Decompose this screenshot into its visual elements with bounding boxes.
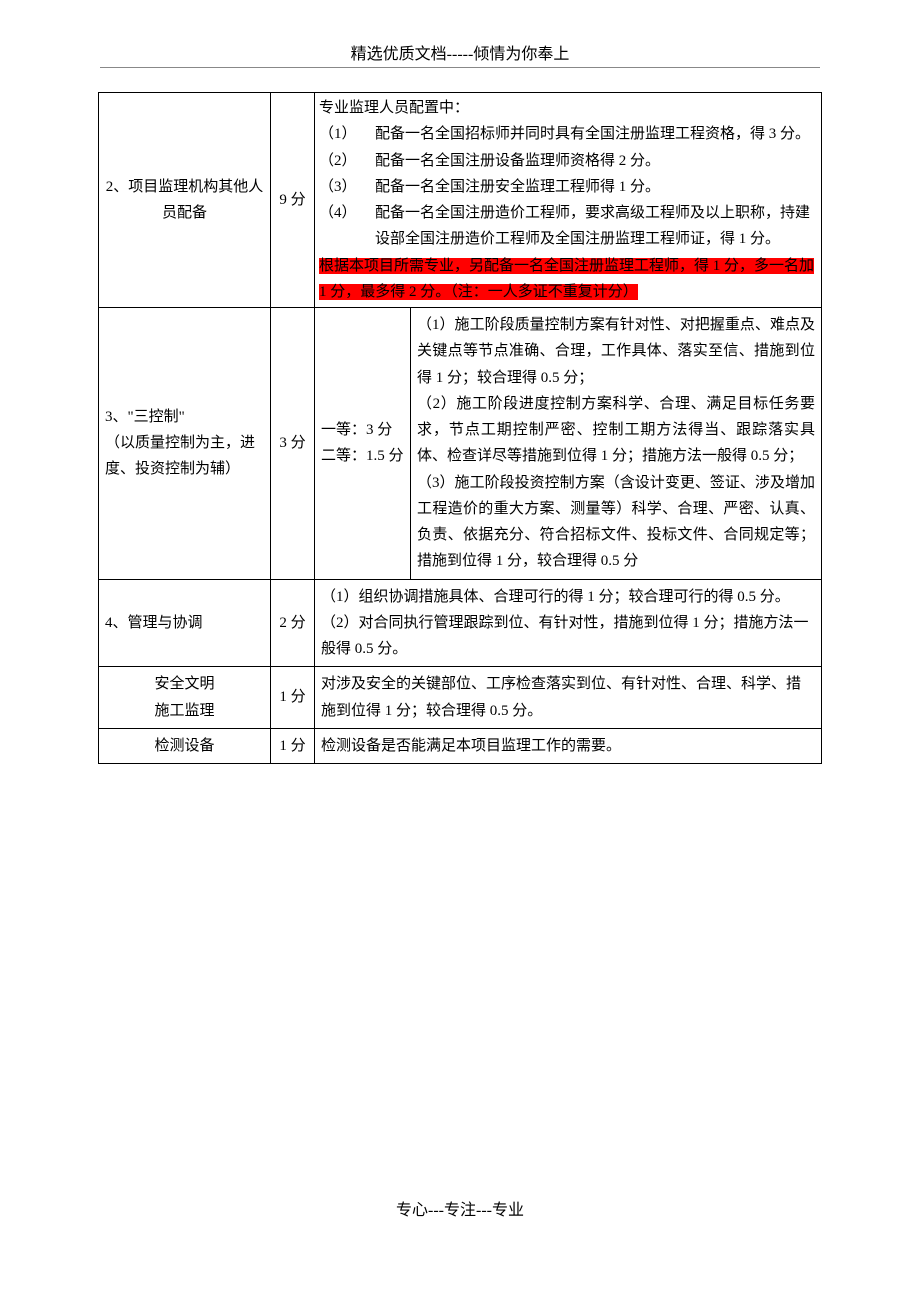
row3-desc: （1）施工阶段质量控制方案有针对性、对把握重点、难点及关键点等节点准确、合理，工… xyxy=(411,308,822,580)
row3-score: 3 分 xyxy=(271,308,315,580)
row5-label: 安全文明 施工监理 xyxy=(99,667,271,729)
row3-grade: 一等：3 分 二等：1.5 分 xyxy=(315,308,411,580)
row2-label: 2、项目监理机构其他人员配备 xyxy=(99,93,271,308)
row6-label: 检测设备 xyxy=(99,728,271,763)
row4-score: 2 分 xyxy=(271,579,315,667)
row5-score: 1 分 xyxy=(271,667,315,729)
list-text: 配备一名全国注册设备监理师资格得 2 分。 xyxy=(375,148,817,174)
list-text: 配备一名全国注册造价工程师，要求高级工程师及以上职称，持建设部全国注册造价工程师… xyxy=(375,200,817,253)
row6-score: 1 分 xyxy=(271,728,315,763)
row6-desc: 检测设备是否能满足本项目监理工作的需要。 xyxy=(315,728,822,763)
list-text: 配备一名全国招标师并同时具有全国注册监理工程资格，得 3 分。 xyxy=(375,121,817,147)
table-row: 4、管理与协调 2 分 （1）组织协调措施具体、合理可行的得 1 分；较合理可行… xyxy=(99,579,822,667)
list-text: 配备一名全国注册安全监理工程师得 1 分。 xyxy=(375,174,817,200)
list-item: （3） 配备一名全国注册安全监理工程师得 1 分。 xyxy=(319,174,817,200)
row2-list: （1） 配备一名全国招标师并同时具有全国注册监理工程资格，得 3 分。 （2） … xyxy=(319,121,817,252)
list-num: （4） xyxy=(319,200,375,253)
row2-score: 9 分 xyxy=(271,93,315,308)
list-num: （2） xyxy=(319,148,375,174)
table-row: 3、"三控制" （以质量控制为主，进度、投资控制为辅） 3 分 一等：3 分 二… xyxy=(99,308,822,580)
table-row: 安全文明 施工监理 1 分 对涉及安全的关键部位、工序检查落实到位、有针对性、合… xyxy=(99,667,822,729)
table-row: 2、项目监理机构其他人员配备 9 分 专业监理人员配置中： （1） 配备一名全国… xyxy=(99,93,822,308)
row4-label: 4、管理与协调 xyxy=(99,579,271,667)
row4-desc: （1）组织协调措施具体、合理可行的得 1 分；较合理可行的得 0.5 分。 （2… xyxy=(315,579,822,667)
row5-desc: 对涉及安全的关键部位、工序检查落实到位、有针对性、合理、科学、措施到位得 1 分… xyxy=(315,667,822,729)
row2-intro: 专业监理人员配置中： xyxy=(319,95,817,121)
page-header: 精选优质文档-----倾情为你奉上 xyxy=(98,40,822,64)
page-footer: 专心---专注---专业 xyxy=(0,1196,920,1220)
list-item: （2） 配备一名全国注册设备监理师资格得 2 分。 xyxy=(319,148,817,174)
table-row: 检测设备 1 分 检测设备是否能满足本项目监理工作的需要。 xyxy=(99,728,822,763)
list-item: （1） 配备一名全国招标师并同时具有全国注册监理工程资格，得 3 分。 xyxy=(319,121,817,147)
list-num: （1） xyxy=(319,121,375,147)
list-item: （4） 配备一名全国注册造价工程师，要求高级工程师及以上职称，持建设部全国注册造… xyxy=(319,200,817,253)
list-num: （3） xyxy=(319,174,375,200)
row3-label: 3、"三控制" （以质量控制为主，进度、投资控制为辅） xyxy=(99,308,271,580)
header-underline xyxy=(100,67,820,68)
row2-desc: 专业监理人员配置中： （1） 配备一名全国招标师并同时具有全国注册监理工程资格，… xyxy=(315,93,822,308)
scoring-table: 2、项目监理机构其他人员配备 9 分 专业监理人员配置中： （1） 配备一名全国… xyxy=(98,92,822,764)
row2-highlight: 根据本项目所需专业，另配备一名全国注册监理工程师，得 1 分，多一名加 1 分，… xyxy=(319,258,814,300)
